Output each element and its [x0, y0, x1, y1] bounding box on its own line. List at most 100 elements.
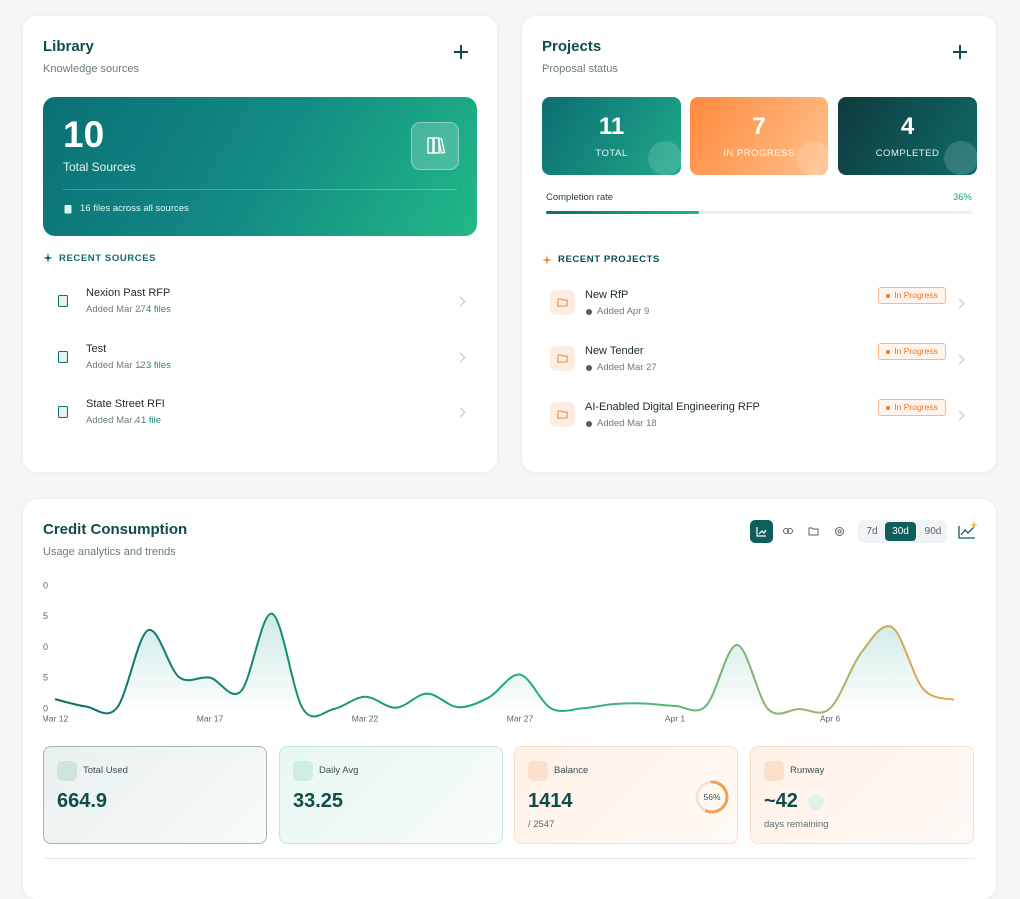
- credits-subtitle: Usage analytics and trends: [43, 546, 176, 558]
- ring-label: 56%: [703, 792, 721, 802]
- project-stat: 7 IN PROGRESS: [690, 97, 828, 175]
- chart-view-button[interactable]: [750, 520, 773, 543]
- project-added: Added Mar 18: [597, 418, 657, 429]
- area: [55, 613, 954, 717]
- stat-value: 4: [900, 113, 915, 140]
- source-files: 4 files: [146, 304, 171, 315]
- status-badge: In Progress: [878, 399, 946, 416]
- source-count: 10: [63, 114, 105, 155]
- source-name: Nexion Past RFP: [86, 287, 171, 299]
- range-button[interactable]: 7d: [866, 526, 878, 537]
- project-name: New Tender: [585, 345, 644, 357]
- y-tick-label: 10: [43, 642, 48, 652]
- sparkle-icon: [542, 255, 552, 265]
- stat-deco: [796, 141, 828, 175]
- x-tick-label: Mar 22: [352, 713, 379, 723]
- status-text: In Progress: [894, 290, 938, 300]
- stat-value: 664.9: [57, 790, 108, 812]
- add-project[interactable]: [953, 45, 967, 59]
- y-tick-label: 15: [43, 611, 48, 621]
- completion-label: Completion rate: [546, 192, 614, 203]
- source-icon: [58, 406, 68, 418]
- source-icon: [58, 295, 68, 307]
- source-name: Test: [86, 342, 107, 355]
- status-text: In Progress: [894, 402, 938, 412]
- stat-label: COMPLETED: [875, 148, 940, 159]
- completion-bar: [546, 211, 700, 214]
- trend-badge: [808, 794, 824, 810]
- sparkle-icon: [43, 253, 53, 263]
- users-view-button[interactable]: [776, 520, 799, 543]
- project-name: New RfP: [585, 289, 629, 301]
- stat-label: IN PROGRESS: [723, 148, 795, 159]
- project-stat: 4 COMPLETED: [838, 97, 977, 175]
- projects-subtitle: Proposal status: [542, 63, 618, 75]
- x-tick-label: Mar 17: [197, 713, 224, 723]
- projects-title: Projects: [542, 38, 602, 55]
- stat-icon: [528, 761, 548, 781]
- files-note: 16 files across all sources: [80, 203, 189, 214]
- stat-label: Balance: [554, 765, 589, 776]
- x-tick-label: Mar 27: [507, 713, 534, 723]
- library-card: [23, 16, 497, 472]
- project-icon: [550, 346, 575, 371]
- ring-arc: [695, 780, 729, 814]
- stat-label: TOTAL: [595, 148, 628, 159]
- ring: 56%: [695, 780, 729, 814]
- add-source[interactable]: [454, 45, 468, 59]
- project-added: Added Apr 9: [597, 306, 650, 317]
- stat-icon: [57, 761, 77, 781]
- y-tick-label: 5: [43, 673, 48, 683]
- status-dot: [586, 309, 592, 315]
- settings-view-button[interactable]: [828, 520, 851, 543]
- credit-stat: Runway ~42 days remaining: [750, 746, 974, 844]
- stat-sub: days remaining: [764, 819, 829, 830]
- stat-value: 7: [752, 113, 766, 140]
- source-name: State Street RFI: [86, 398, 165, 410]
- source-count-label: Total Sources: [63, 160, 136, 174]
- credit-stat: Total Used 664.9: [43, 746, 267, 844]
- recent-sources-heading: RECENT SOURCES: [59, 253, 157, 264]
- line: [54, 612, 955, 718]
- credit-stat: Daily Avg 33.25: [279, 746, 503, 844]
- completion-value: 36%: [952, 192, 972, 203]
- source-icon: [58, 350, 68, 363]
- project-added: Added Mar 27: [597, 362, 657, 373]
- stat-sub: / 2547: [528, 819, 555, 830]
- credit-stat: Balance 1414 / 2547 56%: [514, 746, 738, 844]
- source-added: Added Mar 12: [86, 359, 146, 371]
- library-title: Library: [43, 38, 94, 55]
- x-tick-label: Mar 12: [43, 713, 68, 723]
- completion-track: [546, 211, 972, 214]
- stat-value: 33.25: [293, 790, 344, 812]
- recent-projects-heading: RECENT PROJECTS: [558, 254, 660, 265]
- separator: [139, 365, 141, 368]
- y-tick-label: 20: [43, 580, 48, 590]
- projects-view-button[interactable]: [802, 520, 825, 543]
- y-tick-label: 0: [43, 703, 48, 713]
- stat-value: 1414: [528, 790, 573, 812]
- stat-deco: [648, 141, 681, 175]
- project-icon: [550, 402, 575, 427]
- divider: [63, 189, 457, 190]
- range-button[interactable]: 30d: [885, 522, 916, 541]
- x-tick-label: Apr 6: [820, 713, 841, 723]
- projects-card: [522, 16, 996, 472]
- stat-label: Daily Avg: [319, 765, 359, 776]
- status-dot: [586, 421, 592, 427]
- project-icon: [550, 290, 575, 315]
- source-files: 3 files: [146, 359, 171, 371]
- stat-label: Total Used: [83, 765, 128, 776]
- trend-icon[interactable]: [957, 520, 979, 542]
- project-name: AI-Enabled Digital Engineering RFP: [585, 401, 760, 413]
- project-stat: 11 TOTAL: [542, 97, 681, 175]
- page: Library Knowledge sources 10 Total Sourc…: [23, 16, 996, 899]
- source-files: 1 file: [141, 415, 162, 426]
- x-tick-label: Apr 1: [665, 713, 686, 723]
- stat-value: ~42: [764, 790, 798, 812]
- stat-deco: [944, 141, 977, 175]
- range-button[interactable]: 90d: [924, 526, 942, 537]
- status-dot: [586, 365, 592, 371]
- separator: [134, 421, 136, 423]
- source-added: Added Mar 4: [86, 415, 141, 426]
